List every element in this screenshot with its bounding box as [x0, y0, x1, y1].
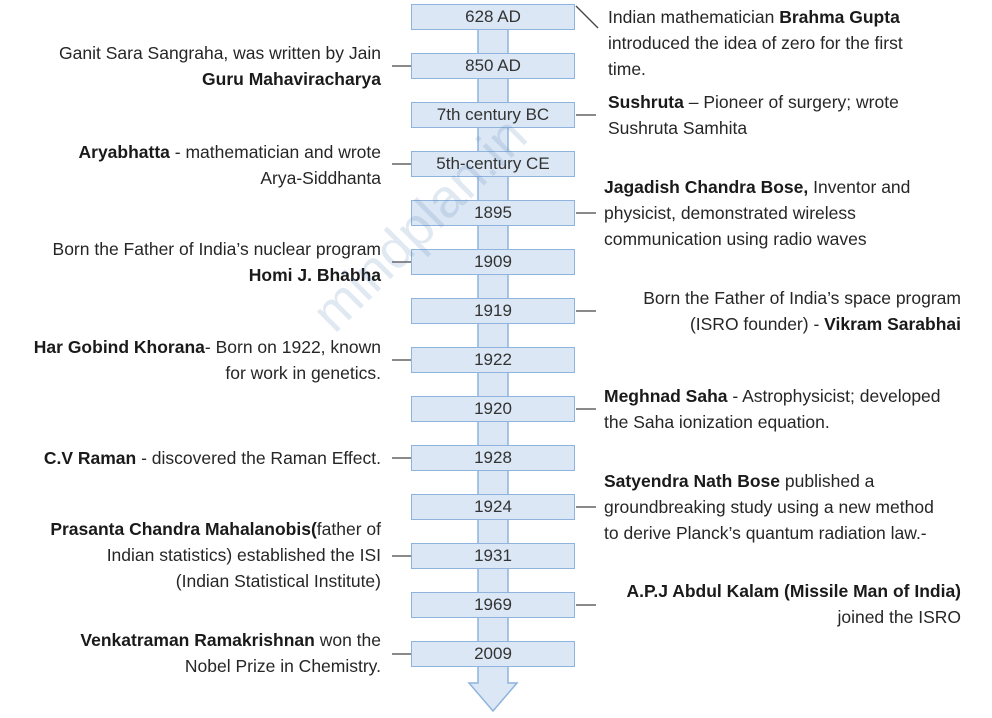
year-box: 1895	[411, 200, 575, 226]
event-text: Prasanta Chandra Mahalanobis(father of In…	[50, 516, 381, 594]
event-highlight: Brahma Gupta	[779, 7, 900, 27]
year-label: 1920	[474, 399, 512, 418]
year-label: 1922	[474, 350, 512, 369]
event-segment: - Born on 1922, known	[204, 337, 381, 357]
event-text: Ganit Sara Sangraha, was written by Jain…	[59, 40, 381, 92]
event-text: Venkatraman Ramakrishnan won the Nobel Pr…	[80, 627, 381, 679]
event-text: Har Gobind Khorana- Born on 1922, known f…	[34, 334, 381, 386]
year-label: 1969	[474, 595, 512, 614]
year-box: 2009	[411, 641, 575, 667]
event-highlight: Har Gobind Khorana	[33, 337, 205, 357]
year-box: 1920	[411, 396, 575, 422]
year-label: 1931	[474, 546, 512, 565]
year-box: 1928	[411, 445, 575, 471]
year-box: 1924	[411, 494, 575, 520]
event-highlight: Jagadish Chandra Bose,	[604, 177, 809, 197]
event-highlight: Meghnad Saha	[604, 386, 728, 406]
year-label: 1928	[474, 448, 512, 467]
event-text: Born the Father of India’s nuclear progr…	[53, 236, 381, 288]
event-segment: physicist, demonstrated wireless	[604, 203, 856, 223]
event-highlight: Sushruta	[608, 92, 684, 112]
year-label: 1924	[474, 497, 512, 516]
year-box: 1909	[411, 249, 575, 275]
event-text: A.P.J Abdul Kalam (Missile Man of India)…	[627, 578, 962, 630]
event-text: Aryabhatta - mathematician and wrote Arya…	[79, 139, 382, 191]
event-segment: father of	[316, 519, 381, 539]
event-segment: Born the Father of India’s nuclear progr…	[52, 239, 381, 259]
year-box: 1919	[411, 298, 575, 324]
event-segment: – Pioneer of surgery; wrote	[683, 92, 899, 112]
event-segment: the Saha ionization equation.	[604, 412, 830, 432]
event-text: Born the Father of India’s space program…	[643, 285, 961, 337]
year-label: 850 AD	[465, 56, 521, 75]
event-segment: to derive Planck’s quantum radiation law…	[604, 523, 927, 543]
event-segment: - discovered the Raman Effect.	[136, 448, 381, 468]
event-segment: Ganit Sara Sangraha, was written by Jain	[59, 43, 381, 63]
event-text: Meghnad Saha - Astrophysicist; developed…	[604, 383, 941, 435]
event-highlight: Satyendra Nath Bose	[604, 471, 781, 491]
connector-line	[575, 5, 599, 29]
year-label: 1919	[474, 301, 512, 320]
event-segment: won the	[314, 630, 381, 650]
event-text: Jagadish Chandra Bose, Inventor and physi…	[604, 174, 910, 252]
event-segment: (Indian Statistical Institute)	[175, 571, 381, 591]
event-segment: Born the Father of India’s space program	[643, 288, 961, 308]
year-box: 628 AD	[411, 4, 575, 30]
event-segment: for work in genetics.	[225, 363, 381, 383]
connector-lines	[392, 5, 599, 655]
year-label: 1909	[474, 252, 512, 271]
event-segment: Indian mathematician	[608, 7, 780, 27]
event-segment: groundbreaking study using a new method	[604, 497, 934, 517]
event-segment: Nobel Prize in Chemistry.	[184, 656, 381, 676]
year-label: 628 AD	[465, 7, 521, 26]
event-segment: Inventor and	[808, 177, 911, 197]
year-label: 2009	[474, 644, 512, 663]
event-highlight: C.V Raman	[43, 448, 137, 468]
year-box: 850 AD	[411, 53, 575, 79]
event-highlight: A.P.J Abdul Kalam (Missile Man of India)	[626, 581, 962, 601]
event-segment: communication using radio waves	[604, 229, 867, 249]
event-highlight: Prasanta Chandra Mahalanobis(	[50, 519, 317, 539]
year-box: 5th-century CE	[411, 151, 575, 177]
event-segment: joined the ISRO	[837, 607, 961, 627]
event-highlight: Vikram Sarabhai	[824, 314, 961, 334]
event-segment: (ISRO founder) -	[689, 314, 825, 334]
year-box: 1922	[411, 347, 575, 373]
event-segment: published a	[780, 471, 875, 491]
year-box: 7th century BC	[411, 102, 575, 128]
event-text: Satyendra Nath Bose published a groundbre…	[604, 468, 934, 546]
event-highlight: Guru Mahaviracharya	[202, 69, 381, 89]
year-label: 7th century BC	[436, 105, 550, 124]
event-segment: Indian statistics) established the ISI	[106, 545, 381, 565]
event-segment: introduced the idea of zero for the firs…	[608, 33, 903, 53]
event-highlight: Aryabhatta	[78, 142, 170, 162]
event-segment: - Astrophysicist; developed	[727, 386, 941, 406]
year-box: 1969	[411, 592, 575, 618]
year-box: 1931	[411, 543, 575, 569]
event-segment: - mathematician and wrote	[169, 142, 381, 162]
event-highlight: Homi J. Bhabha	[248, 265, 381, 285]
event-segment: Sushruta Samhita	[608, 118, 748, 138]
year-label: 5th-century CE	[436, 154, 550, 173]
event-text: C.V Raman - discovered the Raman Effect.	[44, 445, 381, 471]
event-text: Indian mathematician Brahma Gupta introdu…	[608, 4, 903, 82]
event-text: Sushruta – Pioneer of surgery; wrote Sush…	[608, 89, 899, 141]
event-highlight: Venkatraman Ramakrishnan	[80, 630, 315, 650]
event-segment: time.	[608, 59, 646, 79]
year-label: 1895	[474, 203, 512, 222]
event-segment: Arya-Siddhanta	[260, 168, 381, 188]
